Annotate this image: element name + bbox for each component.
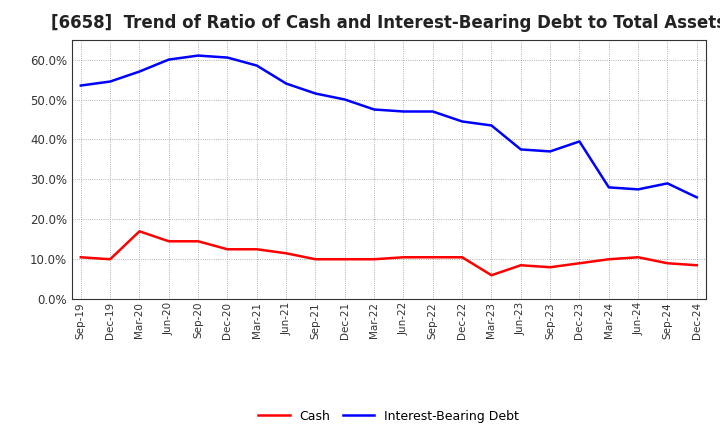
Interest-Bearing Debt	[546, 149, 554, 154]
Cash	[634, 255, 642, 260]
Cash	[194, 238, 202, 244]
Cash	[399, 255, 408, 260]
Cash	[605, 257, 613, 262]
Interest-Bearing Debt	[194, 53, 202, 58]
Cash	[223, 247, 232, 252]
Interest-Bearing Debt	[487, 123, 496, 128]
Interest-Bearing Debt	[76, 83, 85, 88]
Interest-Bearing Debt	[223, 55, 232, 60]
Interest-Bearing Debt	[516, 147, 525, 152]
Line: Interest-Bearing Debt: Interest-Bearing Debt	[81, 55, 697, 198]
Interest-Bearing Debt	[458, 119, 467, 124]
Interest-Bearing Debt	[634, 187, 642, 192]
Cash	[487, 273, 496, 278]
Cash	[575, 260, 584, 266]
Cash	[370, 257, 379, 262]
Interest-Bearing Debt	[693, 195, 701, 200]
Interest-Bearing Debt	[311, 91, 320, 96]
Cash	[663, 260, 672, 266]
Cash	[253, 247, 261, 252]
Interest-Bearing Debt	[399, 109, 408, 114]
Line: Cash: Cash	[81, 231, 697, 275]
Cash	[458, 255, 467, 260]
Legend: Cash, Interest-Bearing Debt: Cash, Interest-Bearing Debt	[253, 405, 524, 428]
Interest-Bearing Debt	[370, 107, 379, 112]
Cash	[311, 257, 320, 262]
Interest-Bearing Debt	[575, 139, 584, 144]
Interest-Bearing Debt	[135, 69, 144, 74]
Cash	[341, 257, 349, 262]
Cash	[428, 255, 437, 260]
Interest-Bearing Debt	[605, 185, 613, 190]
Cash	[135, 229, 144, 234]
Cash	[546, 264, 554, 270]
Interest-Bearing Debt	[282, 81, 290, 86]
Cash	[693, 263, 701, 268]
Interest-Bearing Debt	[106, 79, 114, 84]
Interest-Bearing Debt	[428, 109, 437, 114]
Cash	[76, 255, 85, 260]
Interest-Bearing Debt	[164, 57, 173, 62]
Interest-Bearing Debt	[663, 181, 672, 186]
Interest-Bearing Debt	[341, 97, 349, 102]
Cash	[516, 263, 525, 268]
Cash	[106, 257, 114, 262]
Title: [6658]  Trend of Ratio of Cash and Interest-Bearing Debt to Total Assets: [6658] Trend of Ratio of Cash and Intere…	[51, 15, 720, 33]
Interest-Bearing Debt	[253, 63, 261, 68]
Cash	[282, 251, 290, 256]
Cash	[164, 238, 173, 244]
